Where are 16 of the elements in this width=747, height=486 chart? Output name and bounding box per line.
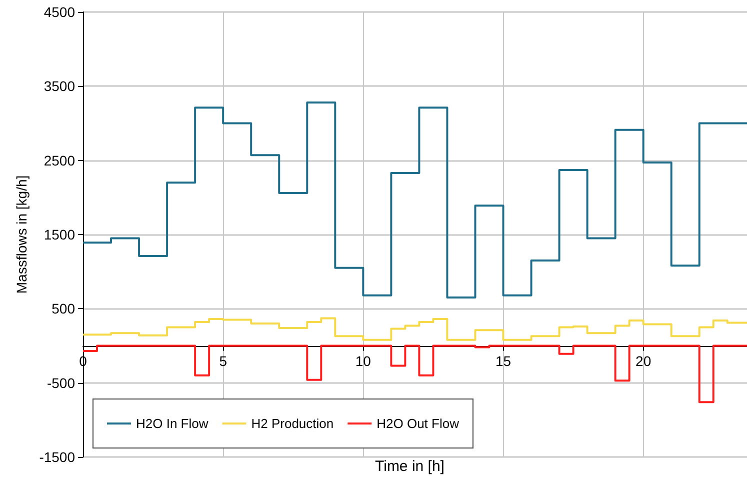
x-tick-label: 20 xyxy=(636,352,652,369)
y-tick-label: 3500 xyxy=(44,78,76,94)
y-tick-label: 4500 xyxy=(44,4,76,20)
y-tick-label: -1500 xyxy=(39,449,76,465)
x-tick-label: 5 xyxy=(219,352,228,369)
legend-label: H2O In Flow xyxy=(136,416,209,431)
y-tick-label: -500 xyxy=(46,374,76,391)
y-tick-label: 1500 xyxy=(44,226,76,242)
legend-label: H2 Production xyxy=(251,416,334,431)
y-axis-title: Massflows in [kg/h] xyxy=(13,175,30,294)
y-tick-label: 500 xyxy=(52,300,76,317)
legend-label: H2O Out Flow xyxy=(376,416,460,431)
x-axis-title: Time in [h] xyxy=(375,458,444,475)
x-tick-label: 10 xyxy=(355,352,372,369)
y-tick-label: 2500 xyxy=(44,152,76,168)
x-tick-label: 15 xyxy=(495,352,512,369)
